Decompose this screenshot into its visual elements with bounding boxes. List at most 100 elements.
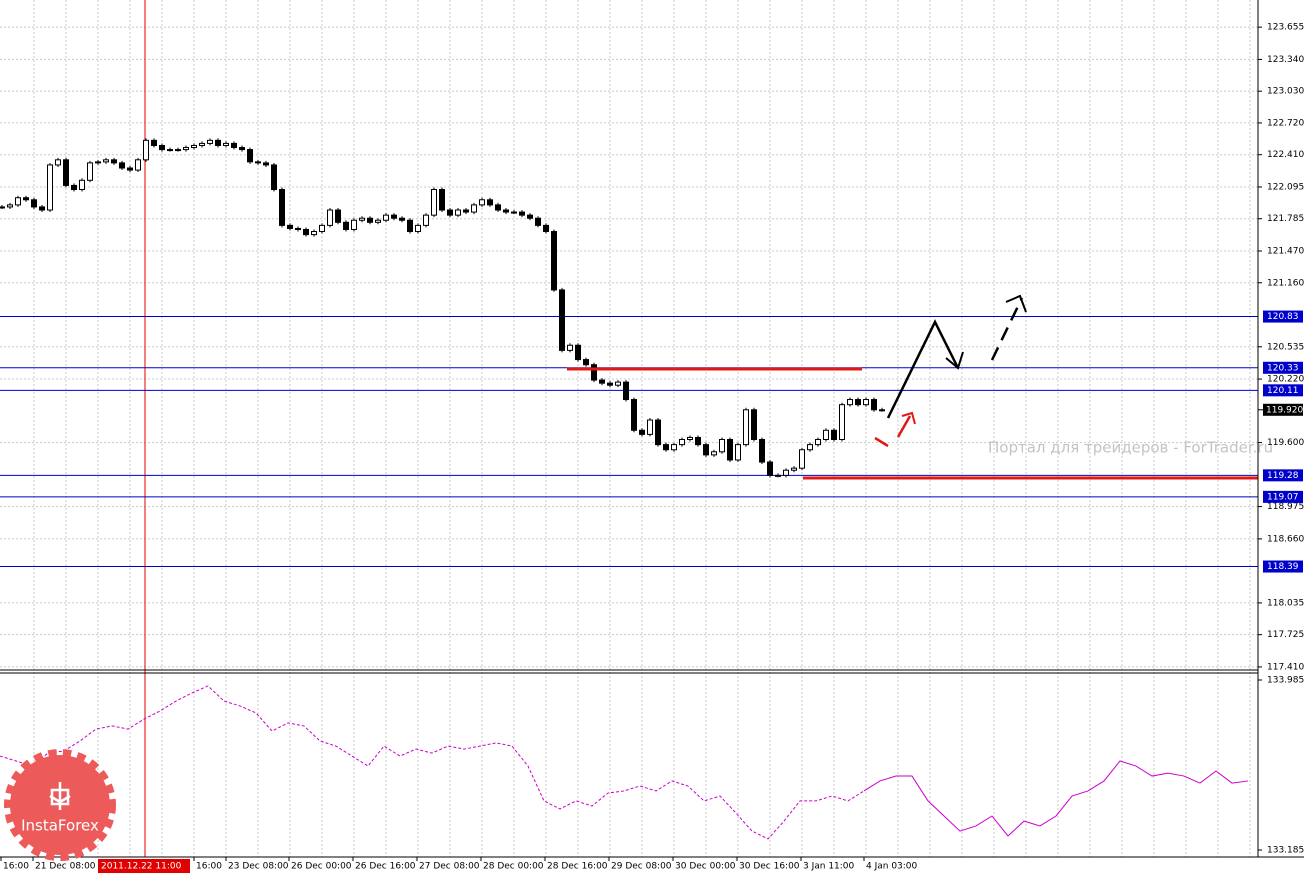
- candle: [151, 139, 157, 146]
- x-tick-label: 23 Dec 08:00: [228, 862, 289, 872]
- candle: [631, 399, 637, 431]
- candle: [719, 438, 725, 453]
- candle: [495, 204, 501, 211]
- x-tick-label: 3 Jan 11:00: [803, 862, 855, 872]
- level-label: 119.28: [1267, 471, 1299, 481]
- candle: [431, 189, 437, 216]
- candle: [15, 197, 21, 206]
- candle: [23, 197, 29, 201]
- candle: [343, 221, 349, 230]
- candle: [127, 167, 133, 171]
- logo-text: InstaForex: [21, 817, 99, 835]
- candle: [279, 189, 285, 226]
- candle: [135, 159, 141, 171]
- y-tick-label: 121.160: [1267, 278, 1304, 288]
- candle: [375, 219, 381, 223]
- y-tick-label: 119.600: [1267, 438, 1304, 448]
- red-arrow: [896, 415, 912, 438]
- candle: [359, 217, 365, 221]
- level-label-box: [1263, 384, 1303, 397]
- candle: [503, 209, 509, 213]
- candle: [871, 399, 877, 411]
- candle: [183, 147, 189, 151]
- candle: [175, 149, 181, 152]
- candle: [167, 149, 173, 152]
- y-tick-label: 120.535: [1267, 342, 1304, 352]
- x-tick-label: 28 Dec 16:00: [547, 862, 608, 872]
- candle: [63, 159, 69, 186]
- candle: [599, 379, 605, 384]
- candle: [855, 399, 861, 406]
- candle: [807, 444, 813, 451]
- candle: [535, 217, 541, 226]
- candle: [687, 436, 693, 440]
- candle: [655, 419, 661, 446]
- candle: [31, 199, 37, 208]
- candle: [263, 162, 269, 166]
- candle: [823, 429, 829, 440]
- candle: [567, 344, 573, 351]
- candle: [303, 228, 309, 236]
- level-label: 120.11: [1267, 386, 1299, 396]
- candle: [615, 381, 621, 386]
- candle: [847, 399, 853, 406]
- candle: [791, 467, 797, 471]
- candle: [775, 474, 781, 477]
- candle: [87, 162, 93, 181]
- candle: [423, 214, 429, 226]
- grid: [0, 0, 1258, 857]
- candle: [543, 224, 549, 233]
- candle: [863, 399, 869, 406]
- y-tick-label: 123.340: [1267, 55, 1304, 65]
- y-tick-label: 118.660: [1267, 534, 1304, 544]
- x-tick-label: 29 Dec 08:00: [611, 862, 672, 872]
- candle: [583, 359, 589, 366]
- candle: [215, 139, 221, 146]
- candle: [727, 438, 733, 461]
- candle: [559, 289, 565, 351]
- candle: [519, 211, 525, 216]
- x-tick-label: 4 Jan 03:00: [866, 862, 918, 872]
- candle: [351, 219, 357, 230]
- candle: [119, 162, 125, 169]
- y-tick-label: 122.410: [1267, 150, 1304, 160]
- candle: [815, 438, 821, 446]
- y-tick-label: 123.655: [1267, 23, 1304, 33]
- candle: [799, 449, 805, 469]
- candle: [0, 206, 5, 209]
- arrow-head: [1005, 294, 1027, 313]
- logo-icon: [49, 782, 71, 810]
- y-tick-label: 117.725: [1267, 630, 1304, 640]
- y-tick-label: 133.185: [1267, 845, 1304, 855]
- candle: [759, 438, 765, 463]
- candle: [711, 451, 717, 456]
- x-tick-label: 27 Dec 08:00: [419, 862, 480, 872]
- level-label: 120.33: [1267, 363, 1299, 373]
- candle: [199, 142, 205, 146]
- candle: [527, 214, 533, 219]
- candle: [551, 231, 557, 291]
- candle: [143, 139, 149, 161]
- candle: [79, 179, 85, 191]
- candle: [839, 404, 845, 440]
- level-label-box: [1263, 469, 1303, 482]
- x-tick-label: 30 Dec 00:00: [675, 862, 736, 872]
- candle: [415, 224, 421, 233]
- candle: [159, 144, 165, 151]
- x-tick-label: 21 Dec 08:00: [35, 862, 96, 872]
- marks: [0, 138, 1258, 840]
- candle: [39, 206, 45, 211]
- current-price-box: [1263, 403, 1303, 416]
- candle: [479, 199, 485, 206]
- candle: [71, 184, 77, 191]
- candle: [271, 164, 277, 191]
- current-price-label: 119.920: [1266, 405, 1303, 415]
- candle: [255, 161, 261, 164]
- candle: [287, 224, 293, 229]
- candle: [111, 159, 117, 164]
- candle: [207, 139, 213, 144]
- indicator-line: [863, 760, 1249, 837]
- x-tick-label: 16:00: [196, 862, 222, 872]
- axes: 123.655 123.340 123.030 122.720 122.410 122.0…: [0, 23, 1304, 872]
- candle: [239, 147, 245, 151]
